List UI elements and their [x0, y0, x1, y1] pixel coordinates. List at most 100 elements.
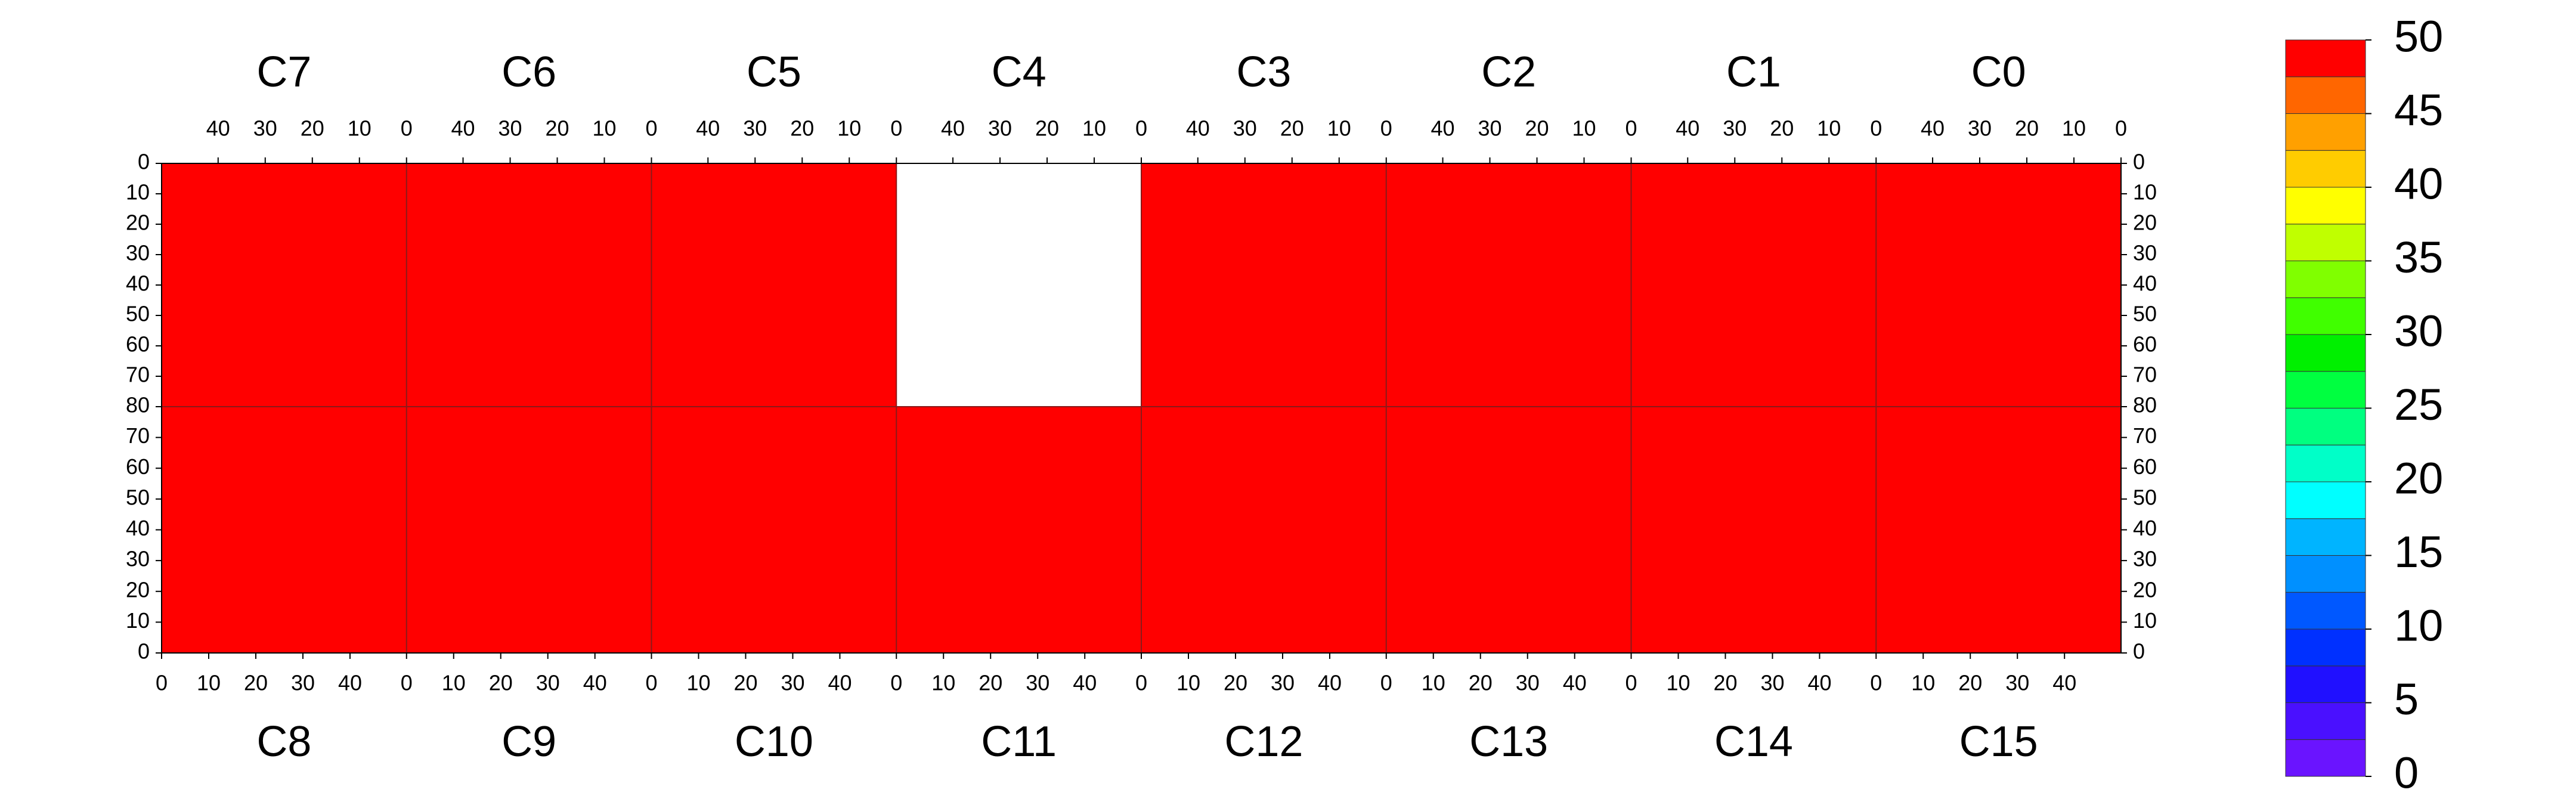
x-tick-label: 20 [489, 671, 513, 695]
colorbar-band [2285, 518, 2366, 556]
y-tick-label: 40 [2133, 271, 2157, 296]
x-tick-label: 20 [1713, 671, 1737, 695]
x-tick-label: 10 [197, 671, 221, 695]
x-tick-label: 10 [837, 116, 861, 141]
x-tick-label: 30 [1233, 116, 1257, 141]
chip-cell [651, 407, 897, 653]
colorbar-band [2285, 444, 2366, 482]
x-tick-label: 20 [1958, 671, 1982, 695]
y-tick-label: 10 [2133, 608, 2157, 633]
chip-label: C1 [1726, 48, 1781, 96]
x-tick-label: 20 [301, 116, 324, 141]
x-tick-label: 10 [1666, 671, 1690, 695]
x-tick-label: 10 [1327, 116, 1351, 141]
chip-label: C9 [501, 718, 556, 766]
chip-label: C13 [1469, 718, 1548, 766]
y-tick-label: 20 [2133, 210, 2157, 235]
x-tick-label: 0 [1625, 671, 1637, 695]
x-tick-label: 20 [1035, 116, 1059, 141]
colorbar-label: 30 [2394, 306, 2443, 356]
x-tick-label: 10 [348, 116, 371, 141]
x-tick-label: 20 [2015, 116, 2039, 141]
chip-cell [896, 407, 1141, 653]
y-tick-label: 0 [138, 639, 150, 664]
chip-label: C14 [1714, 718, 1793, 766]
colorbar-label: 15 [2394, 527, 2443, 577]
y-tick-label: 80 [2133, 393, 2157, 417]
x-tick-label: 0 [1380, 116, 1392, 141]
x-tick-label: 20 [790, 116, 814, 141]
x-tick-label: 10 [1911, 671, 1935, 695]
colorbar-label: 0 [2394, 748, 2419, 798]
y-tick-label: 30 [2133, 547, 2157, 571]
y-tick-label: 30 [126, 547, 150, 571]
x-tick-label: 20 [1224, 671, 1247, 695]
x-tick-label: 30 [536, 671, 560, 695]
y-tick-label: 10 [2133, 180, 2157, 205]
x-tick-label: 20 [1770, 116, 1794, 141]
x-tick-label: 0 [401, 116, 413, 141]
x-tick-label: 0 [645, 671, 657, 695]
chip-cell [896, 163, 1141, 407]
colorbar-label: 25 [2394, 380, 2443, 429]
colorbar-band [2285, 297, 2366, 335]
chip-label: C6 [501, 48, 556, 96]
y-tick-label: 40 [126, 516, 150, 540]
x-tick-label: 40 [941, 116, 965, 141]
x-tick-label: 30 [1723, 116, 1747, 141]
x-tick-label: 30 [1478, 116, 1502, 141]
y-tick-label: 20 [126, 210, 150, 235]
chip-cell [1876, 407, 2121, 653]
x-tick-label: 30 [781, 671, 804, 695]
x-tick-label: 40 [451, 116, 475, 141]
x-tick-label: 0 [1870, 116, 1882, 141]
y-tick-label: 70 [2133, 363, 2157, 387]
x-tick-label: 10 [1422, 671, 1445, 695]
x-tick-label: 0 [2115, 116, 2127, 141]
x-tick-label: 10 [931, 671, 955, 695]
chip-cell [1631, 407, 1877, 653]
colorbar-label: 40 [2394, 159, 2443, 209]
y-tick-label: 50 [2133, 485, 2157, 509]
colorbar-band [2285, 739, 2366, 777]
y-tick-label: 60 [126, 332, 150, 357]
x-tick-label: 40 [2052, 671, 2076, 695]
x-tick-label: 20 [1525, 116, 1549, 141]
x-tick-label: 10 [1082, 116, 1106, 141]
chip-label: C12 [1224, 718, 1303, 766]
colorbar-band [2285, 334, 2366, 372]
x-tick-label: 40 [583, 671, 607, 695]
x-tick-label: 0 [1380, 671, 1392, 695]
x-tick-label: 30 [1760, 671, 1784, 695]
colorbar-band [2285, 371, 2366, 408]
y-tick-label: 30 [126, 241, 150, 265]
colorbar-label: 10 [2394, 601, 2443, 651]
x-tick-label: 10 [1817, 116, 1841, 141]
chip-cell [406, 407, 652, 653]
x-tick-label: 10 [1572, 116, 1596, 141]
x-tick-label: 10 [1176, 671, 1200, 695]
y-tick-label: 40 [2133, 516, 2157, 540]
colorbar-label: 45 [2394, 85, 2443, 135]
chip-cell [1141, 163, 1386, 407]
x-tick-label: 40 [1073, 671, 1097, 695]
x-tick-label: 20 [1469, 671, 1493, 695]
x-tick-label: 40 [828, 671, 852, 695]
y-tick-label: 50 [126, 485, 150, 509]
y-tick-label: 80 [126, 393, 150, 417]
y-tick-label: 70 [2133, 423, 2157, 448]
colorbar-band [2285, 261, 2366, 298]
chip-label: C3 [1236, 48, 1291, 96]
y-tick-label: 30 [2133, 241, 2157, 265]
x-tick-label: 10 [592, 116, 616, 141]
colorbar-label: 20 [2394, 454, 2443, 503]
colorbar-band [2285, 592, 2366, 630]
x-tick-label: 0 [156, 671, 168, 695]
x-tick-label: 30 [2005, 671, 2029, 695]
x-tick-label: 40 [1431, 116, 1455, 141]
x-tick-label: 0 [1135, 671, 1147, 695]
x-tick-label: 40 [206, 116, 230, 141]
x-tick-label: 40 [1676, 116, 1699, 141]
y-tick-label: 70 [126, 423, 150, 448]
x-tick-label: 10 [442, 671, 466, 695]
